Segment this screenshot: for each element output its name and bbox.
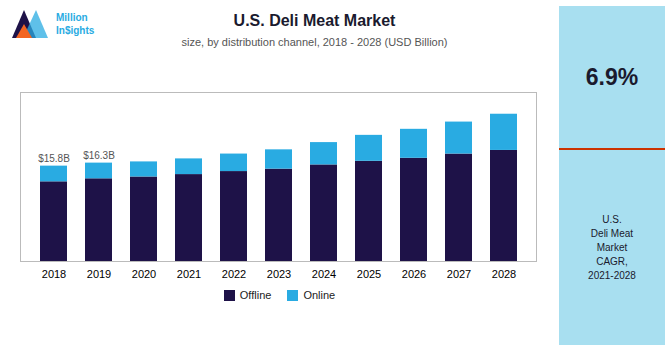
html-text:Online: Online (303, 289, 336, 301)
svg-text:2018: 2018 (42, 268, 66, 280)
svg-text:2026: 2026 (402, 268, 426, 280)
html-text:size, by distribution channel,: size, by distribution channel, 2018 - 20… (181, 36, 448, 48)
svg-text:2027: 2027 (447, 268, 471, 280)
svg-text:2019: 2019 (87, 268, 111, 280)
svg-text:2025: 2025 (357, 268, 381, 280)
svg-text:$16.3B: $16.3B (83, 150, 115, 161)
html-text:6.9%: 6.9% (585, 63, 639, 90)
html-text:Million: Million (56, 12, 88, 23)
html-text:Offline: Offline (239, 289, 272, 301)
html-text:In$ights: In$ights (56, 25, 95, 36)
svg-text:2028: 2028 (492, 268, 516, 280)
svg-text:2023: 2023 (267, 268, 291, 280)
svg-text:2022: 2022 (222, 268, 246, 280)
svg-text:2020: 2020 (132, 268, 156, 280)
html-text:U.S. Deli Meat Market: U.S. Deli Meat Market (233, 12, 396, 29)
svg-text:2021: 2021 (177, 268, 201, 280)
svg-text:$15.8B: $15.8B (38, 153, 70, 164)
html-text:U.S. Deli Meat Market CAGR, 20: U.S. Deli Meat Market CAGR, 2021-2028 (588, 213, 636, 281)
svg-text:2024: 2024 (312, 268, 336, 280)
